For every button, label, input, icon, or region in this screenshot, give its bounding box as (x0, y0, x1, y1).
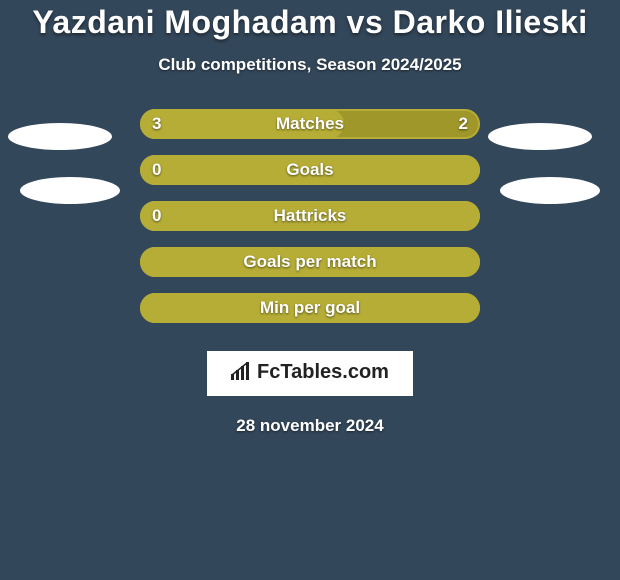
brand-label: FcTables.com (257, 361, 389, 383)
brand-badge: FcTables.com (207, 351, 413, 396)
stat-label: Hattricks (140, 201, 480, 231)
stat-bar: Min per goal (140, 293, 480, 323)
date-label: 28 november 2024 (0, 416, 620, 436)
comparison-card: Yazdani Moghadam vs Darko Ilieski Club c… (0, 0, 620, 580)
stat-row: Goals per match (0, 247, 620, 277)
stat-value-left: 3 (152, 109, 161, 139)
stat-label: Matches (140, 109, 480, 139)
stat-label: Goals per match (140, 247, 480, 277)
side-ellipse (8, 123, 112, 150)
page-title: Yazdani Moghadam vs Darko Ilieski (0, 0, 620, 41)
brand-icon (231, 362, 253, 386)
stat-bar: Hattricks0 (140, 201, 480, 231)
side-ellipse (500, 177, 600, 204)
side-ellipse (488, 123, 592, 150)
stat-value-right: 2 (459, 109, 468, 139)
stat-value-left: 0 (152, 155, 161, 185)
stat-row: Min per goal (0, 293, 620, 323)
stat-bar: Matches3 2 (140, 109, 480, 139)
stat-label: Min per goal (140, 293, 480, 323)
stat-value-left: 0 (152, 201, 161, 231)
side-ellipse (20, 177, 120, 204)
stat-bar: Goals0 (140, 155, 480, 185)
subtitle: Club competitions, Season 2024/2025 (0, 55, 620, 75)
stat-bar: Goals per match (140, 247, 480, 277)
stat-label: Goals (140, 155, 480, 185)
stat-row: Hattricks0 (0, 201, 620, 231)
